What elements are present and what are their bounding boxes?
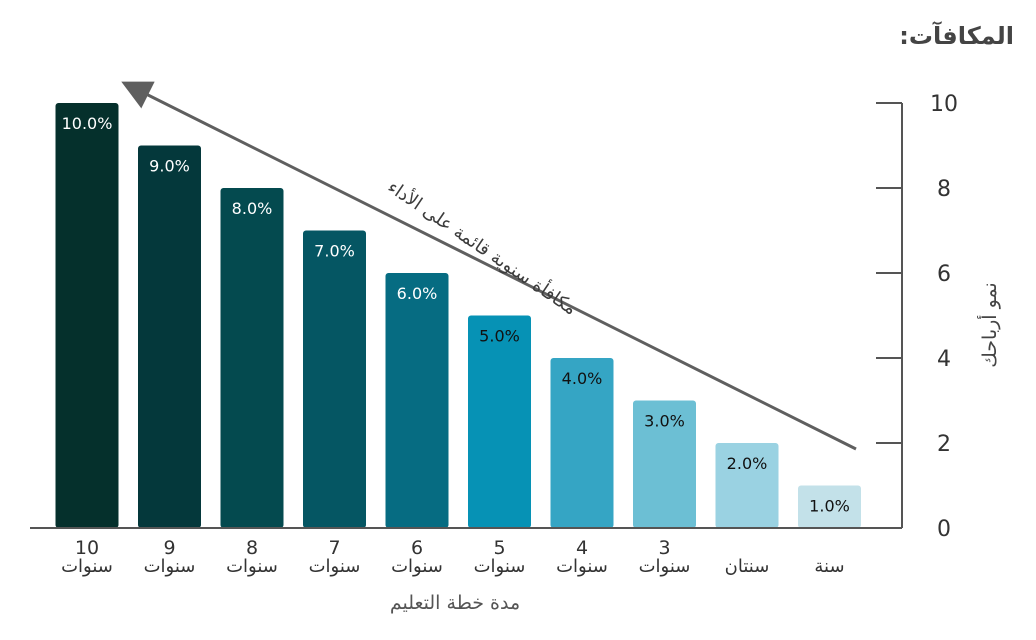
- x-tick-label-unit: سنوات: [61, 556, 113, 577]
- bar: [220, 188, 284, 528]
- y-tick-label: 2: [937, 432, 951, 457]
- bar-data-label: 9.0%: [149, 157, 190, 176]
- x-tick-label-number: 4: [576, 537, 588, 559]
- y-tick-label: 10: [930, 92, 958, 117]
- bar-data-label: 8.0%: [232, 199, 273, 218]
- chart-title: المكافآت:: [899, 22, 1014, 50]
- x-tick-label-number: 10: [75, 537, 99, 559]
- x-tick-label-unit: سنوات: [144, 556, 196, 577]
- x-tick-label-unit: سنوات: [474, 556, 526, 577]
- y-tick-label: 6: [937, 262, 951, 287]
- bar-data-label: 4.0%: [562, 369, 603, 388]
- x-tick-label-unit: سنوات: [226, 556, 278, 577]
- bar: [715, 443, 779, 528]
- bar: [55, 103, 119, 528]
- bar-data-label: 6.0%: [397, 284, 438, 303]
- bar: [633, 400, 696, 528]
- bar-data-label: 2.0%: [727, 454, 768, 473]
- x-tick-label-unit: سنتان: [725, 556, 770, 577]
- bar: [468, 315, 531, 528]
- bar-data-label: 5.0%: [479, 327, 520, 346]
- bar: [385, 273, 449, 528]
- bar: [303, 230, 366, 528]
- x-tick-label-unit: سنوات: [309, 556, 361, 577]
- x-tick-label-number: 9: [163, 537, 175, 559]
- x-axis-label: مدة خطة التعليم: [389, 592, 521, 614]
- bar: [798, 485, 861, 528]
- bar: [138, 145, 201, 528]
- bar: [550, 358, 614, 528]
- x-tick-label-unit: سنة: [814, 556, 844, 577]
- bar-data-label: 3.0%: [644, 412, 685, 431]
- x-tick-label-number: 3: [658, 537, 670, 559]
- bar-data-label: 1.0%: [809, 497, 850, 516]
- x-tick-label-number: 7: [328, 537, 340, 559]
- x-tick-label-number: 8: [246, 537, 258, 559]
- x-tick-label-unit: سنوات: [639, 556, 691, 577]
- y-axis-label: نمو أرباحك: [979, 282, 1001, 368]
- trend-arrow: [121, 81, 857, 451]
- x-tick-label-number: 6: [411, 537, 423, 559]
- bar-data-label: 7.0%: [314, 242, 355, 261]
- y-tick-label: 4: [937, 347, 951, 372]
- y-tick-label: 8: [937, 177, 951, 202]
- x-tick-label-unit: سنوات: [556, 556, 608, 577]
- x-tick-label-unit: سنوات: [391, 556, 443, 577]
- x-tick-label-number: 5: [493, 537, 505, 559]
- y-tick-label: 0: [937, 517, 951, 542]
- bar-data-label: 10.0%: [62, 114, 113, 133]
